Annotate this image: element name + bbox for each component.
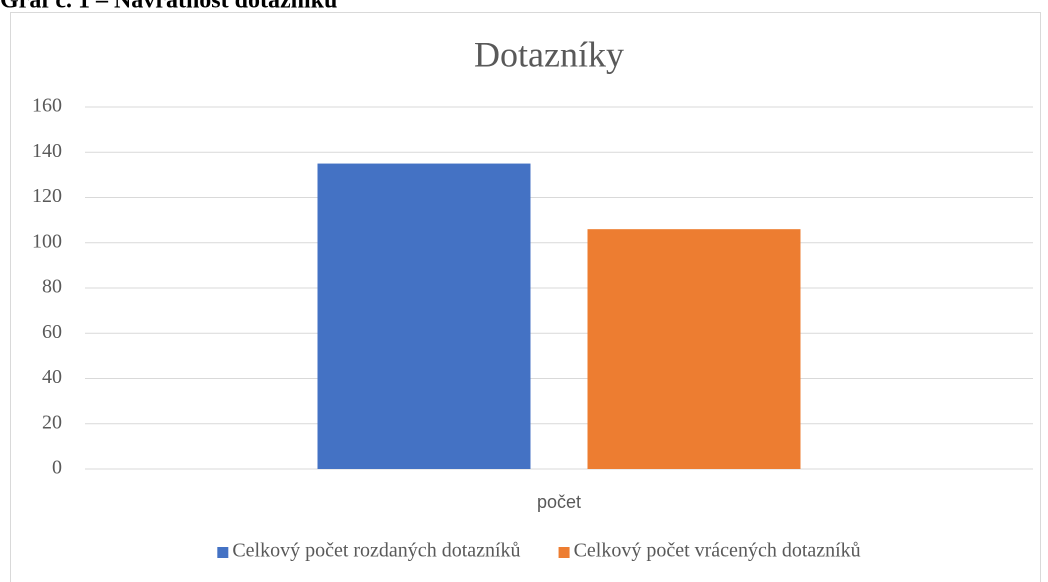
- y-tick-label: 80: [42, 276, 62, 298]
- bar: [587, 229, 801, 469]
- chart-border: [10, 12, 1041, 582]
- legend-swatch: [217, 547, 229, 558]
- x-tick-label: počet: [537, 492, 581, 512]
- y-tick-label: 0: [52, 457, 62, 479]
- caption: Graf č. 1 – Návratnost dotazníku: [0, 0, 337, 14]
- bar: [317, 163, 531, 469]
- y-tick-label: 120: [32, 185, 62, 207]
- y-tick-label: 20: [42, 411, 62, 433]
- y-tick-label: 160: [32, 95, 62, 117]
- legend-label: Celkový počet rozdaných dotazníků: [232, 540, 520, 562]
- y-tick-label: 100: [32, 230, 62, 252]
- y-tick-label: 60: [42, 321, 62, 343]
- y-tick-label: 40: [42, 366, 62, 388]
- legend-label: Celkový počet vrácených dotazníků: [574, 540, 861, 562]
- legend-swatch: [558, 547, 570, 558]
- y-tick-label: 140: [32, 140, 62, 162]
- chart-title: Dotazníky: [474, 34, 624, 74]
